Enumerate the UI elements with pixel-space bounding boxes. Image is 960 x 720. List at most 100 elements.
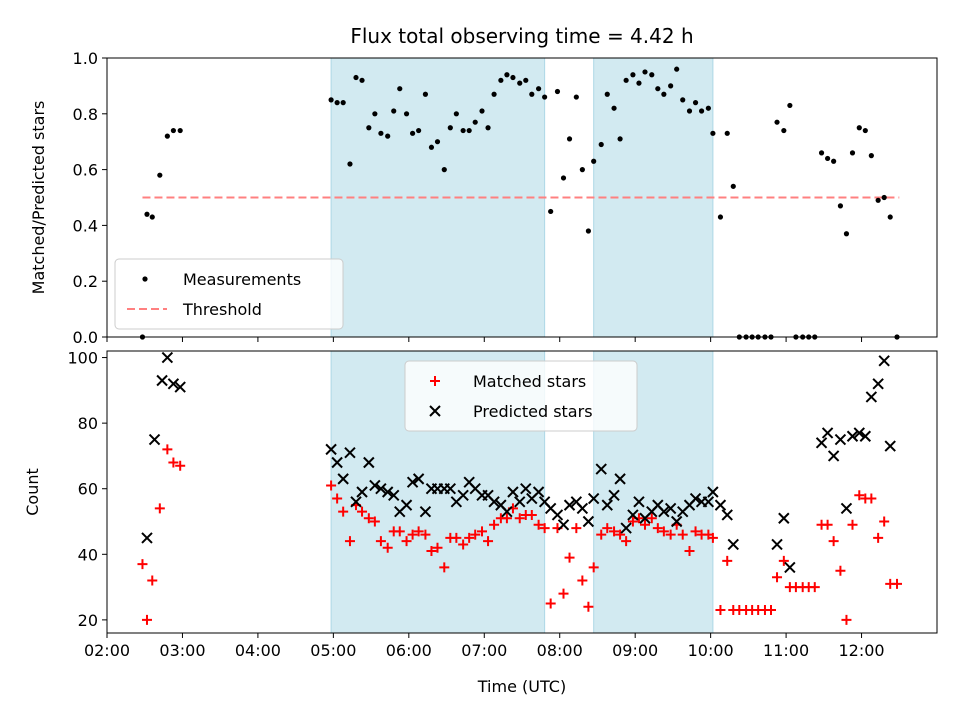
data-point <box>344 446 356 459</box>
data-point <box>677 529 688 540</box>
data-point <box>432 542 443 553</box>
data-point <box>137 559 148 570</box>
data-point <box>670 515 683 528</box>
data-point <box>627 516 638 527</box>
data-point <box>177 127 183 134</box>
data-point <box>652 523 663 534</box>
data-point <box>822 519 833 530</box>
data-point <box>721 509 733 521</box>
data-point <box>621 536 632 547</box>
data-point <box>577 575 588 586</box>
x-tick-label: 08:00 <box>537 641 583 660</box>
data-point <box>391 108 397 114</box>
data-point <box>366 125 372 131</box>
data-point <box>514 513 525 524</box>
x-tick-label: 06:00 <box>386 641 432 660</box>
data-point <box>175 460 186 471</box>
data-point <box>892 578 903 589</box>
data-point <box>557 519 570 531</box>
legend-swatch <box>430 376 440 386</box>
data-point <box>554 88 561 95</box>
y-tick-label: 100 <box>67 349 98 368</box>
data-point <box>585 228 592 234</box>
data-point <box>161 351 174 364</box>
data-point <box>579 167 585 173</box>
x-tick-label: 09:00 <box>612 641 658 660</box>
y-tick-label: 0.0 <box>73 328 98 347</box>
data-point <box>359 77 365 83</box>
data-point <box>865 391 878 403</box>
data-point <box>827 450 840 462</box>
x-tick-label: 07:00 <box>461 641 507 660</box>
data-point <box>604 91 610 97</box>
data-point <box>337 473 349 485</box>
data-point <box>710 130 716 136</box>
data-point <box>148 433 161 446</box>
x-tick-label: 03:00 <box>159 641 205 660</box>
data-point <box>403 111 410 117</box>
data-point <box>715 605 726 616</box>
data-point <box>705 105 711 111</box>
data-point <box>778 512 790 524</box>
data-point <box>523 77 529 83</box>
data-point <box>409 130 416 136</box>
data-point <box>350 496 362 508</box>
data-point <box>464 532 475 543</box>
data-point <box>724 130 730 136</box>
legend-label: Measurements <box>183 270 301 289</box>
y-tick-label: 0.2 <box>73 272 98 291</box>
legend: Matched stars Predicted stars <box>404 360 638 432</box>
data-point <box>375 483 387 495</box>
data-point <box>611 105 617 111</box>
data-point <box>686 108 693 114</box>
data-point <box>422 91 429 97</box>
data-point <box>545 598 556 609</box>
data-point <box>787 102 793 109</box>
data-point <box>331 456 343 469</box>
data-point <box>866 493 877 504</box>
data-point <box>847 519 858 530</box>
data-point <box>162 444 173 455</box>
y-tick-label: 60 <box>78 480 98 499</box>
data-point <box>639 519 650 530</box>
data-point <box>868 153 874 159</box>
data-point <box>596 529 607 540</box>
data-point <box>144 211 150 217</box>
data-point <box>413 526 424 537</box>
data-point <box>771 538 783 551</box>
data-point <box>879 516 890 527</box>
data-point <box>164 133 170 139</box>
data-point <box>583 601 594 612</box>
data-point <box>356 486 368 498</box>
data-point <box>824 155 831 162</box>
data-point <box>394 526 405 537</box>
data-point <box>831 158 837 164</box>
y-tick-label: 0.6 <box>73 161 98 180</box>
data-point <box>372 111 378 117</box>
data-point <box>707 532 718 543</box>
data-point <box>491 91 497 97</box>
data-point <box>854 490 865 501</box>
data-point <box>453 111 459 117</box>
x-axis-label: Time (UTC) <box>477 677 566 696</box>
data-point <box>539 523 550 534</box>
data-point <box>766 605 776 616</box>
data-point <box>369 516 380 527</box>
data-point <box>347 161 353 167</box>
data-point <box>887 214 893 220</box>
data-point <box>684 546 695 557</box>
data-point <box>428 144 435 150</box>
data-point <box>344 536 355 547</box>
data-point <box>457 489 469 501</box>
data-point <box>636 80 642 86</box>
data-point <box>873 532 884 543</box>
data-point <box>147 575 158 586</box>
data-point <box>727 538 739 551</box>
data-point <box>642 69 648 75</box>
data-point <box>363 456 375 469</box>
data-point <box>470 529 481 540</box>
data-point <box>601 499 613 511</box>
data-point <box>680 97 686 103</box>
data-point <box>674 66 680 72</box>
